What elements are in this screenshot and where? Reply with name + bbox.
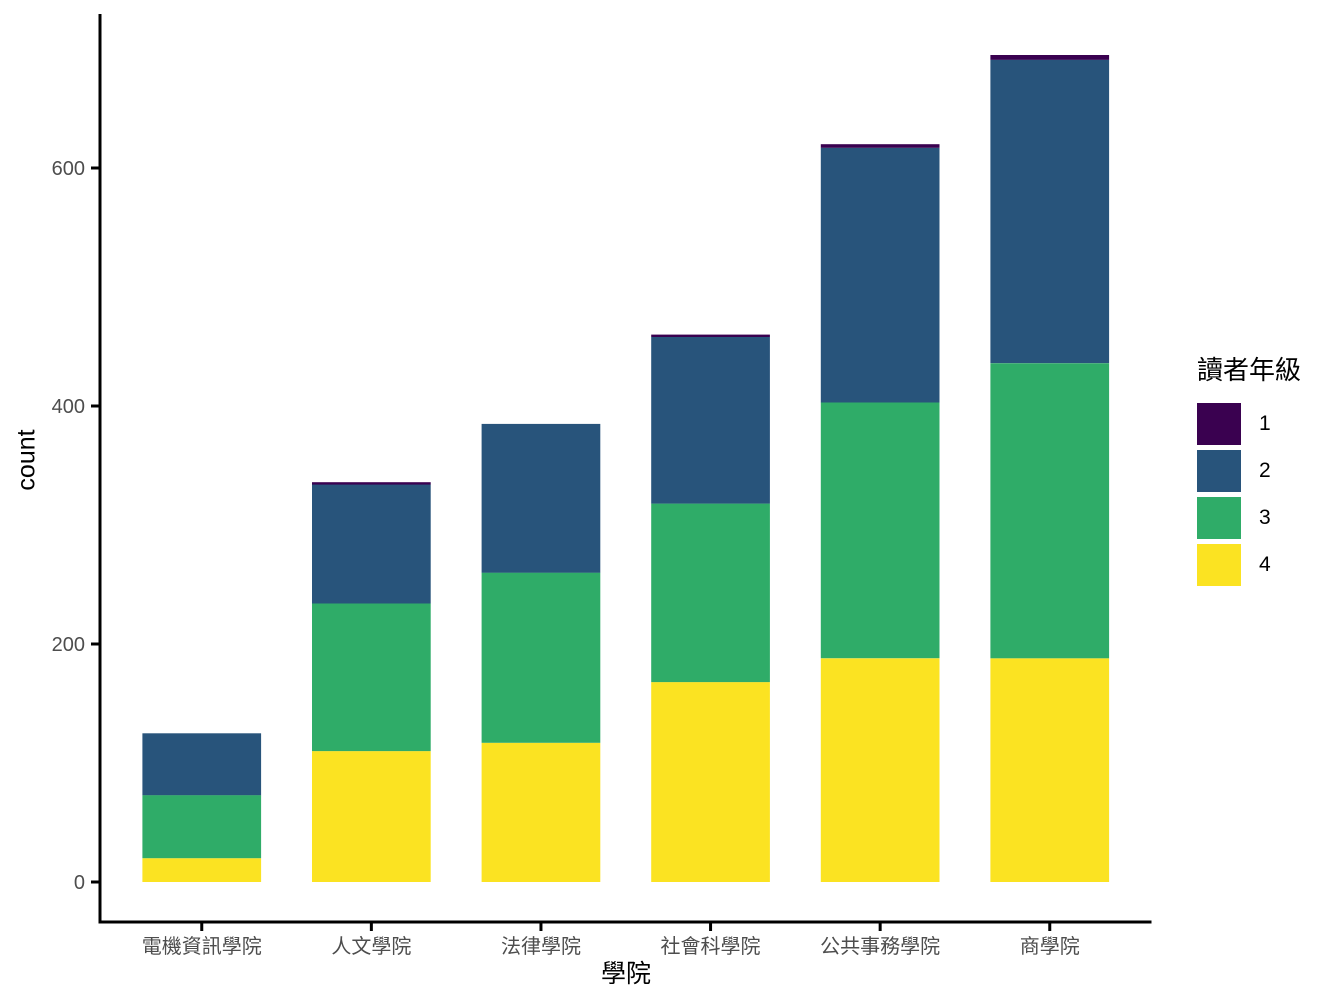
bar-segment	[820, 144, 940, 148]
legend-label: 1	[1259, 412, 1271, 435]
y-tick-label: 600	[52, 158, 85, 180]
x-tick-label: 商學院	[1020, 935, 1080, 958]
y-tick-label: 0	[74, 872, 85, 894]
axis-lines	[98, 14, 1152, 924]
bar-segment	[820, 402, 940, 659]
x-tick-label: 社會科學院	[661, 935, 761, 958]
bar-segment	[312, 603, 431, 752]
legend-swatch	[1197, 497, 1241, 539]
y-tick-label: 400	[52, 396, 85, 418]
bar-segment	[820, 658, 940, 882]
bar-segment	[142, 858, 262, 882]
bar-segment	[481, 572, 601, 743]
legend-entry: 1	[1197, 403, 1301, 445]
legend-swatch	[1197, 544, 1241, 586]
bar-segment	[651, 503, 770, 683]
legend-entry: 4	[1197, 544, 1301, 586]
y-axis-title: count	[12, 429, 41, 491]
bar-segment	[481, 742, 601, 882]
y-tick-label: 200	[52, 634, 85, 656]
x-axis-title: 學院	[600, 960, 652, 988]
bar-segment	[990, 363, 1110, 659]
legend-label: 3	[1259, 506, 1271, 529]
bar-segment	[312, 482, 431, 485]
x-tick-label: 公共事務學院	[820, 935, 940, 958]
bar-segment	[651, 337, 770, 504]
legend-label: 2	[1259, 459, 1271, 482]
bar-segment	[990, 59, 1110, 364]
legend-entry: 2	[1197, 450, 1301, 492]
bar-segment	[990, 55, 1110, 60]
legend: 讀者年級 1 2 3 4	[1197, 350, 1301, 591]
legend-label: 4	[1259, 553, 1271, 576]
x-tick-label: 電機資訊學院	[142, 935, 262, 958]
bar-segment	[651, 334, 770, 337]
bar-segment	[820, 147, 940, 403]
legend-entry: 3	[1197, 497, 1301, 539]
bar-segment	[312, 751, 431, 882]
bar-segment	[481, 423, 601, 573]
x-tick-label: 人文學院	[331, 935, 411, 958]
bar-segment	[312, 484, 431, 604]
legend-swatch	[1197, 450, 1241, 492]
bar-segment	[990, 658, 1110, 882]
legend-swatch	[1197, 403, 1241, 445]
bar-segment	[142, 733, 262, 796]
legend-items: 1 2 3 4	[1197, 403, 1301, 591]
legend-title: 讀者年級	[1197, 355, 1302, 385]
x-tick-label: 法律學院	[501, 935, 581, 958]
bar-segment	[142, 795, 262, 859]
bar-segment	[651, 682, 770, 882]
